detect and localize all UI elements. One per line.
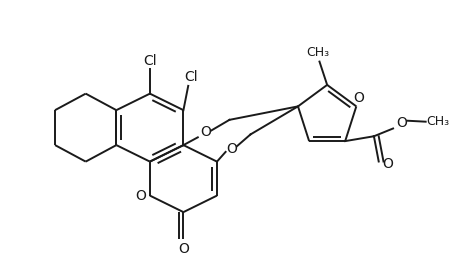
Text: O: O — [135, 189, 146, 203]
Text: Cl: Cl — [184, 70, 198, 84]
Text: O: O — [200, 125, 211, 140]
Text: O: O — [353, 91, 364, 105]
Text: O: O — [178, 242, 189, 256]
Text: CH₃: CH₃ — [427, 115, 450, 128]
Text: CH₃: CH₃ — [306, 46, 329, 59]
Text: O: O — [226, 142, 237, 156]
Text: Cl: Cl — [143, 54, 157, 68]
Text: O: O — [382, 157, 393, 171]
Text: O: O — [396, 116, 407, 130]
